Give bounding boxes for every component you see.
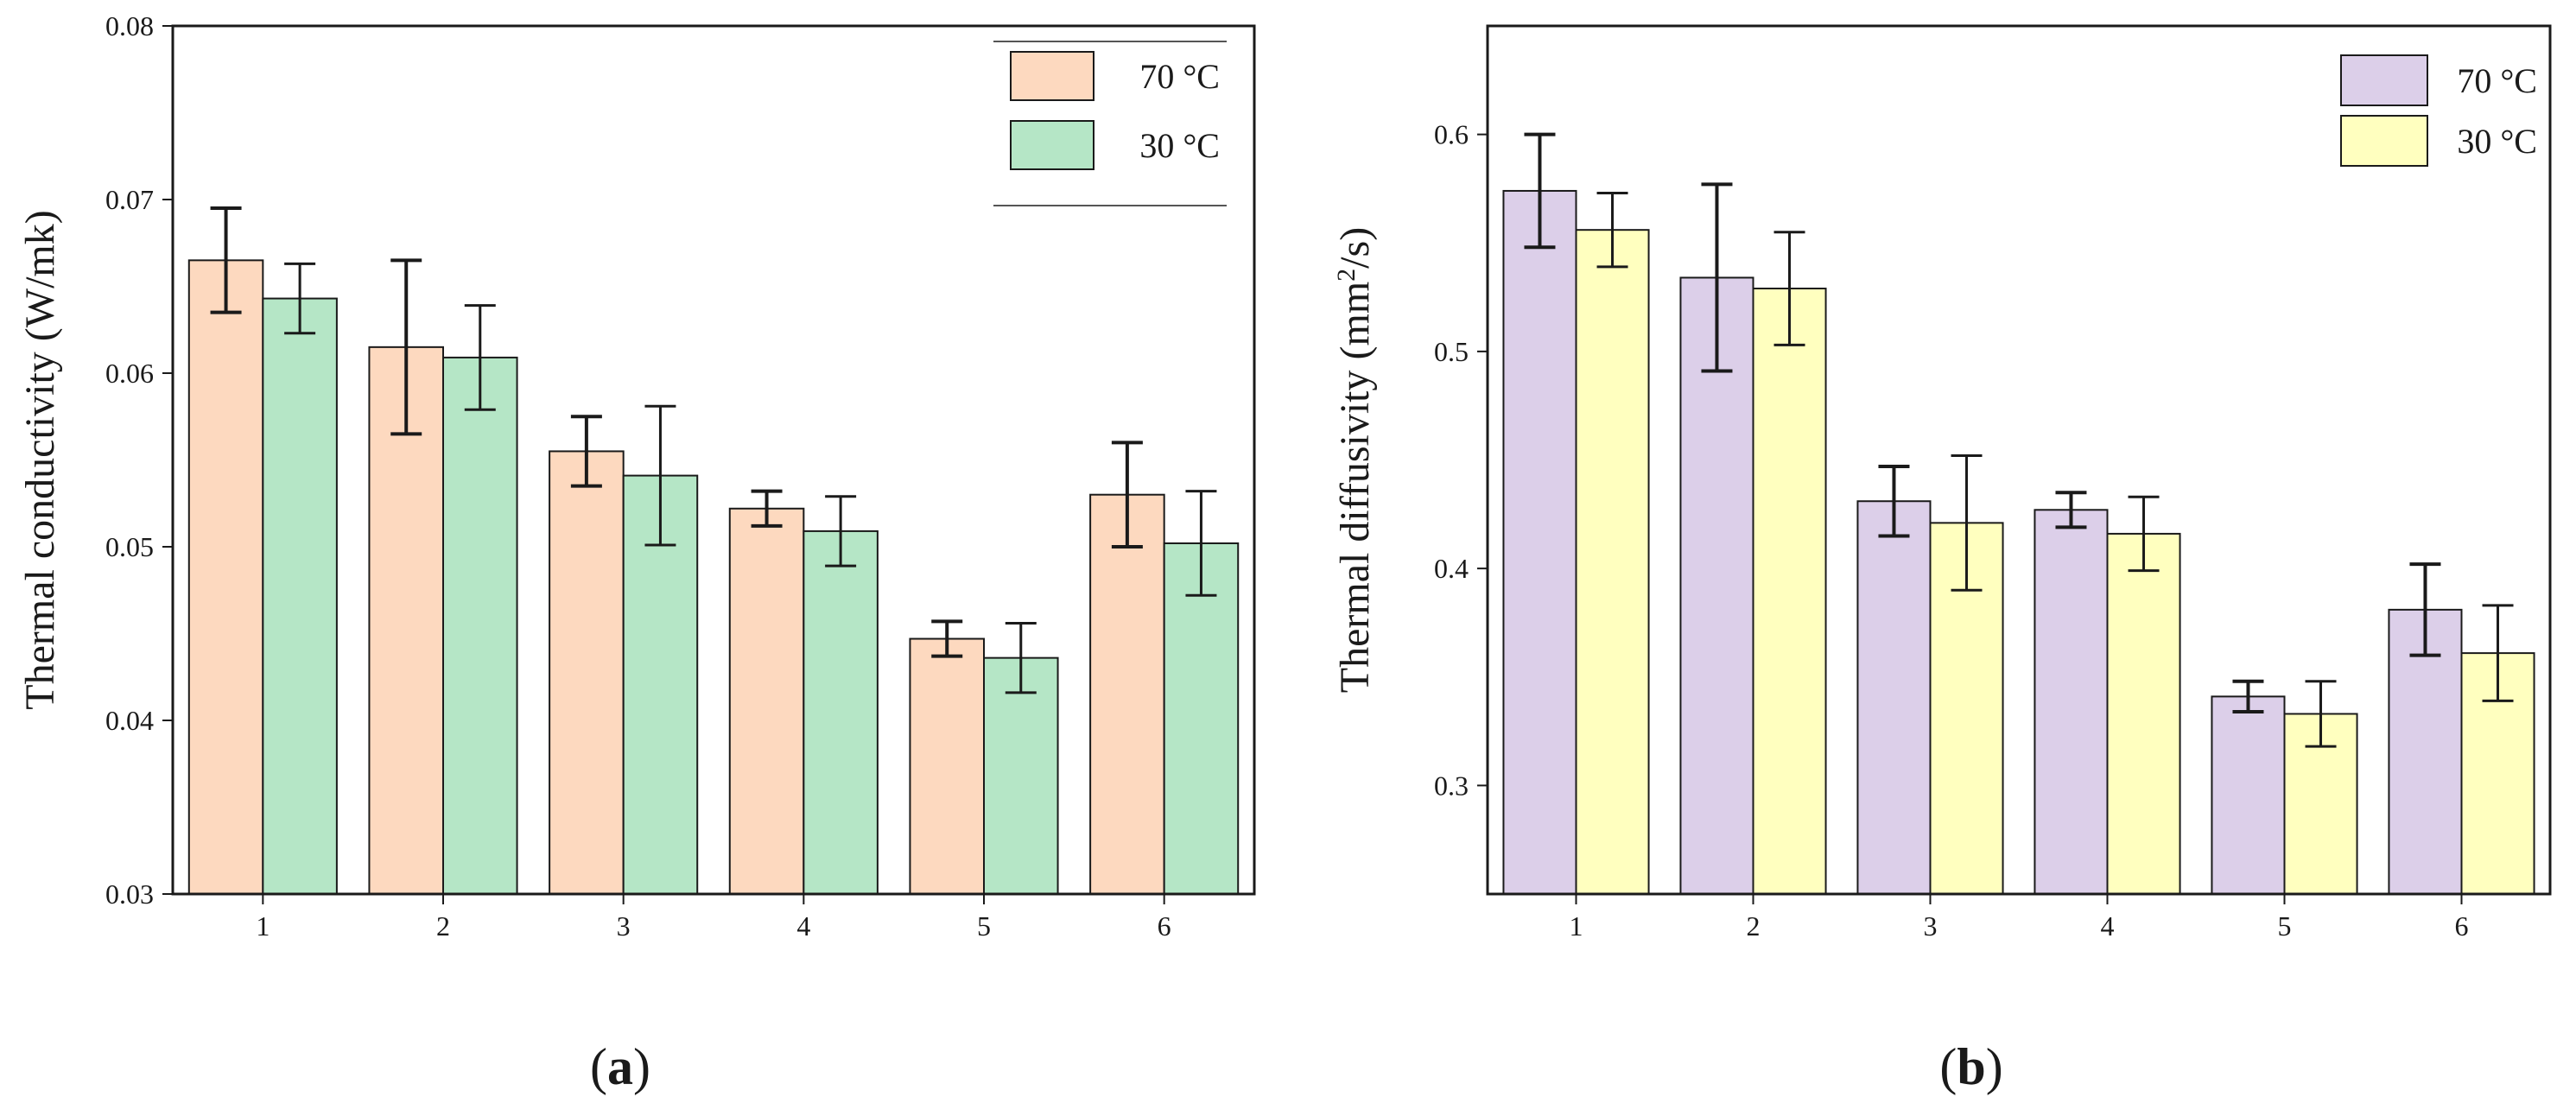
x-tick-label-b-4: 4: [2101, 910, 2115, 942]
legend-a: 70 °C 30 °C: [993, 41, 1227, 206]
panel-label-letter: a: [607, 1038, 633, 1095]
error-bar-b-series2-5: [2305, 680, 2337, 748]
x-tick-label-b-1: 1: [1570, 910, 1583, 942]
x-tick-label-a-1: 1: [256, 910, 270, 942]
panel-label-a: (a): [590, 1038, 650, 1095]
bar-a-series2-6: [1163, 542, 1240, 895]
error-bar-b-series2-4: [2128, 495, 2160, 573]
legend-swatch-b-series1: [2340, 54, 2428, 106]
panel-label-close-paren: ): [633, 1038, 650, 1095]
bar-a-series1-4: [728, 507, 805, 896]
error-bar-b-series2-2: [1773, 231, 1805, 346]
y-tick-label-a-3: 0.06: [105, 358, 154, 389]
bar-a-series1-6: [1089, 493, 1165, 895]
error-bar-b-series2-1: [1596, 191, 1628, 269]
chart-panel-b: 1 2 3 4 5 6 0.3 0.4 0.5 0.6 Thermal diffusivity (m…: [1332, 24, 2552, 1095]
error-bar-a-series1-6: [1111, 441, 1143, 548]
x-tick-label-b-6: 6: [2455, 910, 2469, 942]
plot-frame-b: [1486, 24, 2552, 896]
error-bar-b-series2-6: [2482, 604, 2514, 702]
bar-a-series2-1: [262, 297, 338, 895]
bar-b-series2-4: [2106, 532, 2181, 895]
x-tick-label-a-5: 5: [977, 910, 991, 942]
error-bar-a-series2-2: [464, 304, 496, 411]
chart-panel-a: 1 2 3 4 5 6 0.03 0.04 0.05 0.06 0.07 0.08 Thermal co…: [17, 10, 1256, 1095]
error-bar-b-series1-2: [1701, 182, 1733, 373]
x-tick-label-a-4: 4: [796, 910, 810, 942]
y-tick-label-b-1: 0.4: [1434, 553, 1469, 584]
error-bar-a-series1-1: [210, 206, 242, 314]
plot-frame-a: [171, 24, 1256, 896]
y-tick-label-a-1: 0.04: [105, 705, 154, 736]
bar-b-series1-5: [2211, 695, 2286, 895]
y-axis-title-a: Thermal conductivity (W/mk): [17, 210, 63, 709]
y-tick-label-a-5: 0.08: [105, 10, 154, 41]
error-bar-a-series2-3: [644, 404, 676, 547]
error-bar-b-series1-1: [1524, 132, 1556, 250]
legend-label-b-series1: 70 °C: [2457, 61, 2537, 100]
error-bar-a-series1-3: [570, 415, 602, 488]
error-bar-a-series1-4: [751, 489, 783, 528]
error-bar-a-series2-1: [284, 262, 316, 335]
bar-b-series1-6: [2388, 608, 2463, 895]
y-tick-label-b-0: 0.3: [1434, 770, 1469, 801]
panel-label-open-paren: (: [590, 1038, 607, 1095]
bar-b-series1-3: [1856, 500, 1932, 895]
error-bar-b-series1-5: [2232, 679, 2264, 713]
y-tick-label-b-2: 0.5: [1434, 336, 1469, 367]
bar-b-series1-2: [1679, 276, 1754, 895]
bar-b-series1-4: [2034, 509, 2109, 895]
error-bar-b-series1-4: [2055, 491, 2087, 529]
bar-a-series1-5: [909, 637, 985, 896]
legend-swatch-b-series2: [2340, 115, 2428, 167]
bar-a-series2-2: [442, 356, 518, 896]
legend-b: 70 °C 30 °C: [2340, 54, 2537, 167]
panel-label-b: (b): [1939, 1038, 2002, 1095]
legend-label-b-series2: 30 °C: [2457, 122, 2537, 161]
bar-b-series2-1: [1575, 229, 1650, 895]
bar-b-series2-2: [1752, 288, 1827, 895]
error-bar-b-series1-3: [1878, 465, 1910, 538]
legend-swatch-a-series2: [1010, 120, 1094, 170]
panel-label-open-paren: (: [1939, 1038, 1957, 1095]
error-bar-b-series2-3: [1951, 453, 1983, 592]
x-tick-label-a-6: 6: [1158, 910, 1171, 942]
error-bar-a-series1-2: [390, 258, 422, 436]
y-axis-title-main: Thermal diffusivity (mm: [1332, 282, 1378, 693]
legend-label-a-series2: 30 °C: [1139, 126, 1220, 165]
y-axis-title-b: Thermal diffusivity (mm2/s): [1332, 227, 1379, 693]
panel-label-close-paren: ): [1986, 1038, 2003, 1095]
bar-a-series1-3: [549, 450, 625, 895]
y-axis-title-end: /s): [1332, 227, 1378, 269]
error-bar-a-series1-5: [931, 619, 963, 658]
x-tick-label-b-2: 2: [1747, 910, 1761, 942]
y-axis-title-superscript: 2: [1332, 269, 1361, 282]
x-tick-label-a-2: 2: [436, 910, 450, 942]
bar-a-series1-1: [187, 259, 264, 896]
error-bar-b-series1-6: [2409, 562, 2441, 657]
bar-a-series2-5: [983, 656, 1059, 895]
legend-swatch-a-series1: [1010, 51, 1094, 101]
y-tick-label-a-2: 0.05: [105, 531, 154, 562]
panel-label-letter: b: [1957, 1038, 1985, 1095]
bar-a-series2-4: [803, 529, 879, 895]
y-tick-label-a-4: 0.07: [105, 184, 154, 215]
x-tick-label-b-3: 3: [1924, 910, 1938, 942]
y-tick-label-b-3: 0.6: [1434, 119, 1469, 150]
error-bar-a-series2-4: [825, 495, 857, 568]
bar-b-series1-1: [1502, 189, 1577, 895]
x-tick-label-b-5: 5: [2278, 910, 2292, 942]
error-bar-a-series2-5: [1005, 621, 1037, 694]
legend-label-a-series1: 70 °C: [1139, 57, 1220, 96]
y-tick-label-a-0: 0.03: [105, 878, 154, 910]
error-bar-a-series2-6: [1185, 490, 1217, 597]
x-tick-label-a-3: 3: [617, 910, 631, 942]
